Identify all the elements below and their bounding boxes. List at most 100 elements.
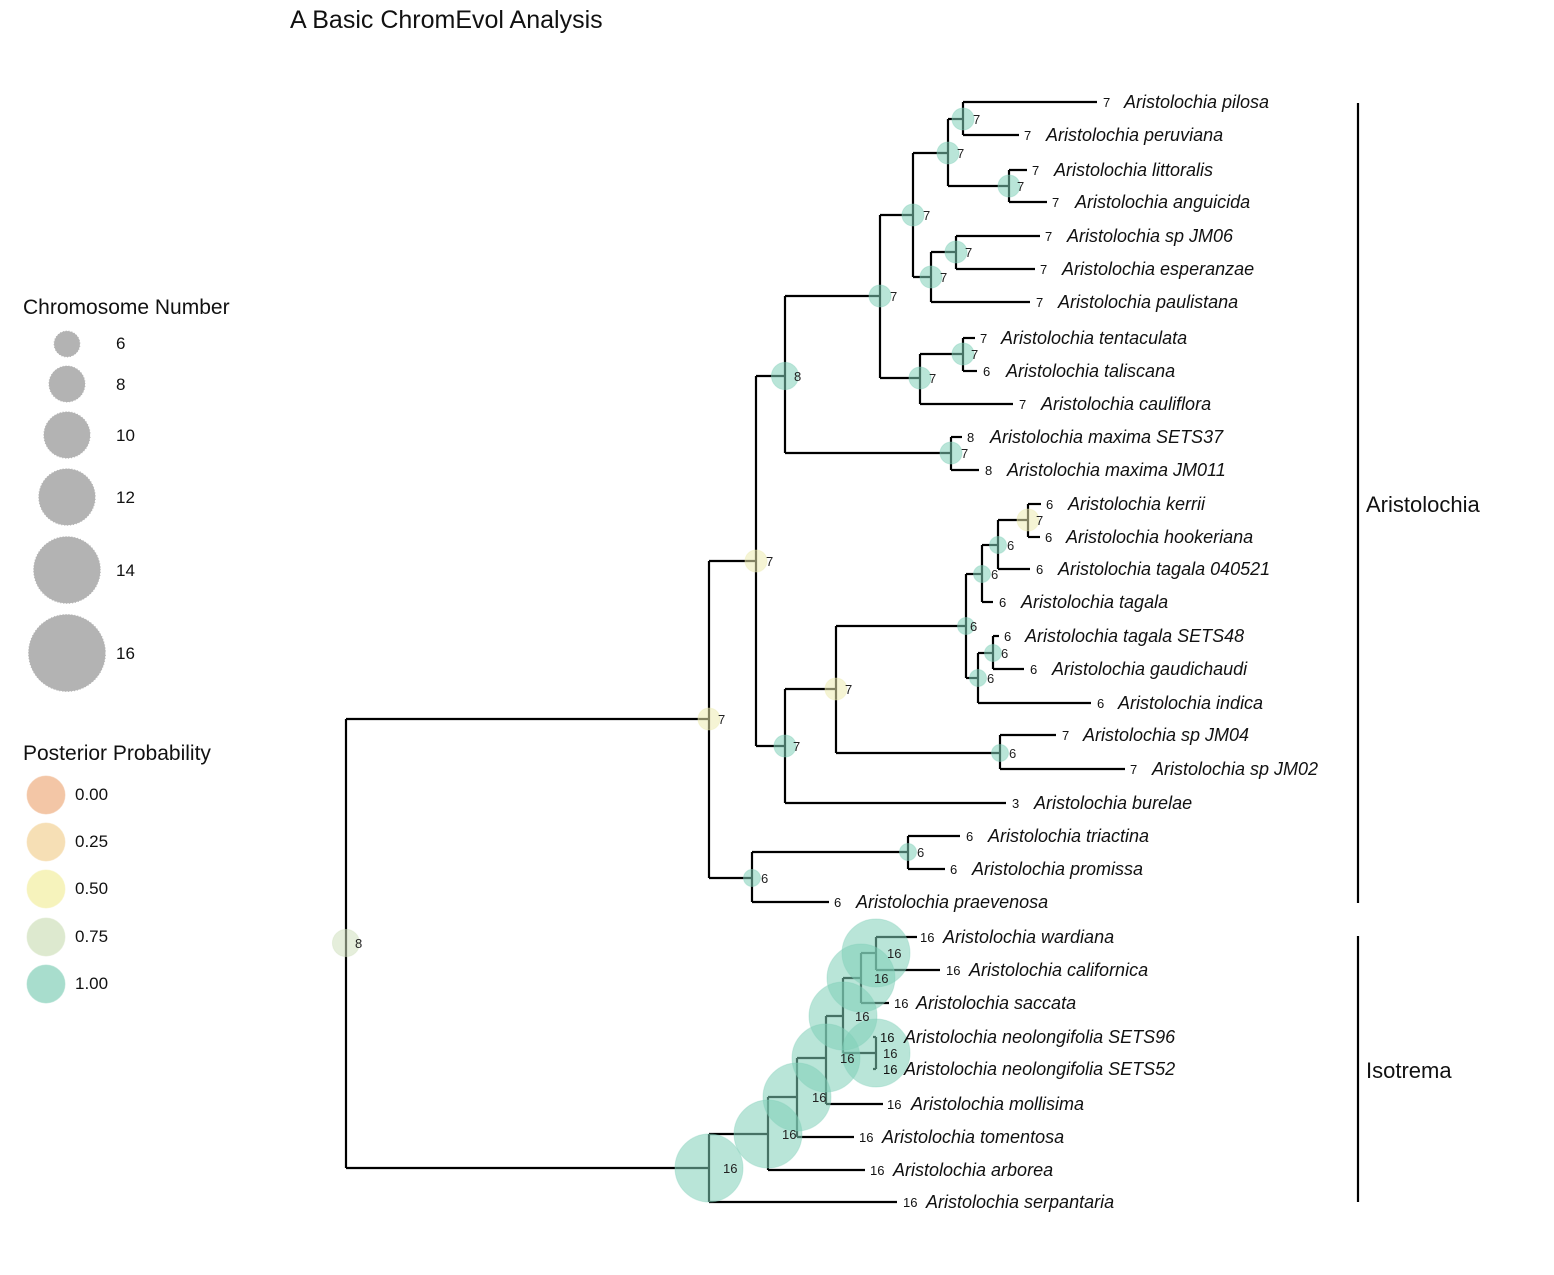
ancestral-state-circle xyxy=(936,141,960,165)
node-state-label: 7 xyxy=(957,146,964,161)
node-state-label: 16 xyxy=(723,1161,737,1176)
size-legend-circle xyxy=(47,364,87,404)
ancestral-state-circle xyxy=(674,1133,744,1203)
tip-chromosome-number: 7 xyxy=(1062,728,1069,743)
tip-label: Aristolochia neolongifolia SETS96 xyxy=(903,1027,1176,1047)
tip-chromosome-number: 16 xyxy=(883,1062,897,1077)
node-state-label: 7 xyxy=(890,289,897,304)
tip-label: Aristolochia indica xyxy=(1117,693,1263,713)
tip-chromosome-number: 7 xyxy=(980,331,987,346)
size-legend-circle xyxy=(42,410,92,460)
tip-label: Aristolochia paulistana xyxy=(1057,292,1238,312)
tip-chromosome-number: 7 xyxy=(1032,163,1039,178)
node-state-label: 7 xyxy=(766,554,773,569)
pp-legend-circle xyxy=(26,822,66,862)
ancestral-state-circle xyxy=(899,843,917,861)
ancestral-state-circle xyxy=(951,342,975,366)
tip-label: Aristolochia wardiana xyxy=(942,927,1114,947)
node-state-label: 16 xyxy=(887,946,901,961)
tip-label: Aristolochia sp JM04 xyxy=(1082,725,1249,745)
tip-label: Aristolochia californica xyxy=(968,960,1148,980)
ancestral-state-circle xyxy=(997,174,1021,198)
tip-label: Aristolochia sp JM02 xyxy=(1151,759,1318,779)
tip-chromosome-number: 7 xyxy=(1103,95,1110,110)
tip-chromosome-number: 6 xyxy=(1045,530,1052,545)
tip-chromosome-number: 6 xyxy=(1046,497,1053,512)
node-state-label: 7 xyxy=(718,712,725,727)
tip-chromosome-number: 7 xyxy=(1024,128,1031,143)
tip-label: Aristolochia littoralis xyxy=(1053,160,1213,180)
tip-label: Aristolochia taliscana xyxy=(1005,361,1175,381)
node-state-label: 7 xyxy=(793,739,800,754)
ancestral-state-circle xyxy=(744,549,768,573)
node-state-label: 6 xyxy=(970,619,977,634)
ancestral-state-circle xyxy=(919,265,943,289)
ancestral-state-circle xyxy=(901,203,925,227)
ancestral-state-circle xyxy=(1016,508,1040,532)
tip-chromosome-number: 3 xyxy=(1012,796,1019,811)
tip-chromosome-number: 16 xyxy=(903,1195,917,1210)
size-legend-circle xyxy=(52,329,82,359)
tip-chromosome-number: 7 xyxy=(1019,397,1026,412)
node-state-label: 7 xyxy=(929,371,936,386)
tip-label: Aristolochia maxima SETS37 xyxy=(989,427,1224,447)
ancestral-state-circle xyxy=(951,107,975,131)
node-state-label: 16 xyxy=(883,1046,897,1061)
clade-label: Aristolochia xyxy=(1366,492,1480,517)
node-state-label: 7 xyxy=(973,112,980,127)
node-state-label: 6 xyxy=(991,567,998,582)
node-labels: 7777777777876666667776671616161616161616… xyxy=(355,112,1043,1176)
pp-legend-circle xyxy=(26,964,66,1004)
tip-labels: 7 Aristolochia pilosa 7 Aristolochia peruvi… xyxy=(834,92,1318,1212)
tip-label: Aristolochia pilosa xyxy=(1123,92,1269,112)
ancestral-state-circle xyxy=(973,565,991,583)
ancestral-state-circle xyxy=(770,361,800,391)
tip-chromosome-number: 16 xyxy=(870,1163,884,1178)
ancestral-state-circle xyxy=(944,240,968,264)
node-state-label: 7 xyxy=(1036,513,1043,528)
tip-label: Aristolochia serpantaria xyxy=(925,1192,1114,1212)
node-state-label: 6 xyxy=(1007,538,1014,553)
tip-label: Aristolochia promissa xyxy=(971,859,1143,879)
pp-legend-circle xyxy=(26,869,66,909)
ancestral-state-circle xyxy=(908,366,932,390)
pp-legend-circle xyxy=(26,775,66,815)
tip-chromosome-number: 6 xyxy=(1097,696,1104,711)
pp-legend-title: Posterior Probability xyxy=(23,742,211,765)
tip-chromosome-number: 16 xyxy=(859,1130,873,1145)
size-legend-title: Chromosome Number xyxy=(23,296,230,319)
ancestral-state-circle xyxy=(697,707,721,731)
tip-label: Aristolochia kerrii xyxy=(1067,494,1206,514)
ancestral-state-circle xyxy=(331,928,361,958)
tip-chromosome-number: 6 xyxy=(1004,629,1011,644)
tip-chromosome-number: 8 xyxy=(967,430,974,445)
node-state-label: 6 xyxy=(917,845,924,860)
node-state-label: 16 xyxy=(782,1127,796,1142)
tip-chromosome-number: 16 xyxy=(894,996,908,1011)
size-legend-circle xyxy=(37,467,97,527)
tip-label: Aristolochia peruviana xyxy=(1045,125,1223,145)
ancestral-state-circle xyxy=(733,1099,803,1169)
size-legend-label: 14 xyxy=(116,561,135,580)
size-legend-label: 8 xyxy=(116,375,126,394)
tip-chromosome-number: 6 xyxy=(834,895,841,910)
node-state-label: 7 xyxy=(965,245,972,260)
tip-chromosome-number: 7 xyxy=(1040,262,1047,277)
tip-label: Aristolochia burelae xyxy=(1033,793,1192,813)
node-state-label: 8 xyxy=(355,936,362,951)
ancestral-state-circle xyxy=(743,869,761,887)
size-legend-circle xyxy=(32,535,102,605)
ancestral-state-circle xyxy=(868,284,892,308)
pp-legend-label: 0.50 xyxy=(75,879,109,898)
figure-title: A Basic ChromEvol Analysis xyxy=(290,6,603,34)
size-legend-label: 10 xyxy=(116,426,135,445)
tip-label: Aristolochia anguicida xyxy=(1074,192,1250,212)
ancestral-state-circle xyxy=(824,677,848,701)
node-state-label: 7 xyxy=(971,347,978,362)
tip-chromosome-number: 6 xyxy=(950,862,957,877)
node-state-label: 6 xyxy=(761,871,768,886)
tip-label: Aristolochia triactina xyxy=(987,826,1149,846)
tip-label: Aristolochia tagala SETS48 xyxy=(1024,626,1244,646)
ancestral-state-circle xyxy=(969,669,987,687)
